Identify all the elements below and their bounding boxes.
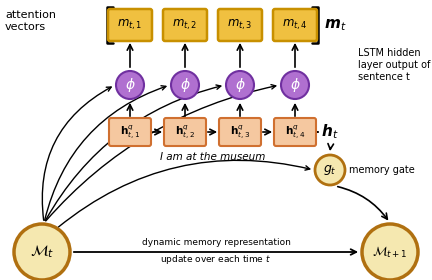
Text: $m_{t,1}$: $m_{t,1}$ [118,18,143,32]
Text: memory gate: memory gate [349,165,415,175]
Circle shape [171,71,199,99]
Text: $\mathcal{M}_t$: $\mathcal{M}_t$ [30,244,54,260]
Text: $\mathbf{h}_{t,1}^{q}$: $\mathbf{h}_{t,1}^{q}$ [120,123,140,141]
FancyBboxPatch shape [164,118,206,146]
FancyBboxPatch shape [163,9,207,41]
Text: $m_{t,4}$: $m_{t,4}$ [282,18,308,32]
FancyBboxPatch shape [109,118,151,146]
Circle shape [362,224,418,280]
Text: LSTM hidden
layer output of
sentence t: LSTM hidden layer output of sentence t [358,48,430,81]
Text: $m_{t,2}$: $m_{t,2}$ [172,18,198,32]
Text: $\mathbf{h}_{t,3}^{q}$: $\mathbf{h}_{t,3}^{q}$ [230,123,250,141]
Circle shape [226,71,254,99]
Text: $\mathbf{h}_{t,4}^{q}$: $\mathbf{h}_{t,4}^{q}$ [285,123,305,141]
Text: $\phi$: $\phi$ [289,76,300,95]
FancyBboxPatch shape [274,118,316,146]
Text: I am at the museum: I am at the museum [160,152,265,162]
Text: $\mathcal{M}_{t+1}$: $\mathcal{M}_{t+1}$ [372,244,408,260]
Text: $\boldsymbol{h}_t$: $\boldsymbol{h}_t$ [321,123,339,141]
Text: $m_{t,3}$: $m_{t,3}$ [227,18,253,32]
Text: $\phi$: $\phi$ [235,76,245,95]
FancyBboxPatch shape [273,9,317,41]
FancyBboxPatch shape [218,9,262,41]
FancyBboxPatch shape [108,9,152,41]
Circle shape [14,224,70,280]
Text: $\phi$: $\phi$ [180,76,191,95]
Text: update over each time $t$: update over each time $t$ [160,253,272,266]
FancyBboxPatch shape [219,118,261,146]
Text: attention
vectors: attention vectors [5,10,56,32]
Text: $\boldsymbol{m}_t$: $\boldsymbol{m}_t$ [324,17,346,33]
Circle shape [281,71,309,99]
Circle shape [116,71,144,99]
Circle shape [315,155,345,185]
Text: $\mathbf{h}_{t,2}^{q}$: $\mathbf{h}_{t,2}^{q}$ [175,123,195,141]
Text: $\phi$: $\phi$ [125,76,135,95]
Text: $g_t$: $g_t$ [323,163,337,177]
Text: dynamic memory representation: dynamic memory representation [142,238,290,247]
